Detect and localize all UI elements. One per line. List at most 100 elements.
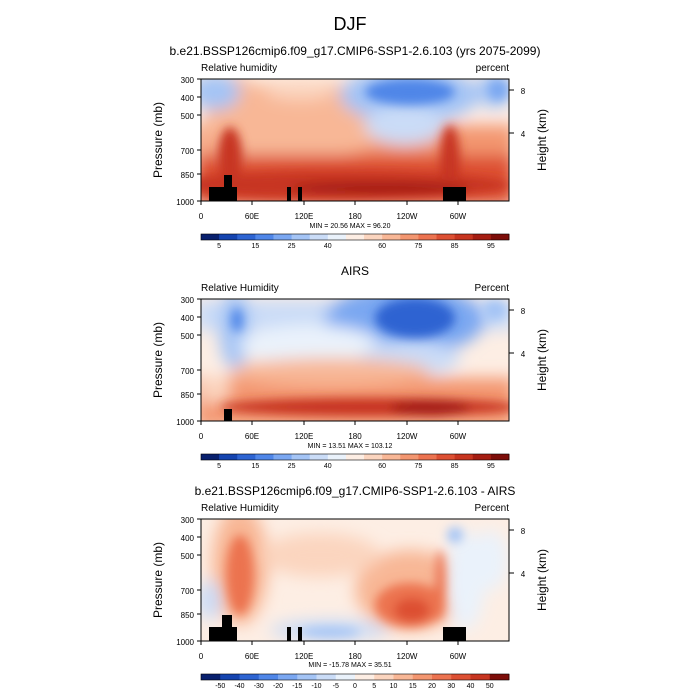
colorbar-swatch [374,674,394,680]
colorbar-swatch [327,234,347,240]
colorbar-label: 95 [487,463,495,470]
colorbar-label: 60 [378,243,386,250]
colorbar-label: 5 [217,243,221,250]
colorbar-swatch [472,234,492,240]
colorbar-swatch [291,234,311,240]
right-tick-label: 8 [521,87,526,96]
x-tick-label: 120E [295,212,314,221]
panel-title: AIRS [341,264,369,278]
units-label: percent [476,63,510,74]
x-tick-label: 60E [245,652,259,661]
colorbar-swatch [201,234,220,240]
colorbar-label: 50 [486,683,494,690]
x-axis: 0 60E 120E 180 120W 60W [199,421,467,441]
colorbar-swatch [451,674,471,680]
y-tick-label: 850 [181,171,195,180]
colorbar-label: -50 [215,683,225,690]
colorbar-swatch [490,234,510,240]
panel-airs: AIRS Relative Humidity Percent [151,264,549,470]
colorbar-label: 15 [409,683,417,690]
colorbar-swatch [255,234,274,240]
y-axis-left: 300 400 500 700 850 1000 Pressure (mb) [151,76,201,207]
topography-mask [209,615,466,641]
y-tick-label: 500 [181,552,195,561]
units-label: Percent [475,503,510,514]
colorbar-label: 40 [467,683,475,690]
colorbar-swatch [201,454,220,460]
colorbar-swatch [309,234,329,240]
colorbar-frame [200,453,510,461]
panel-title: b.e21.BSSP126cmip6.f09_g17.CMIP6-SSP1-2.… [170,44,541,58]
colorbar-swatch [273,234,292,240]
figure-title: DJF [334,14,367,34]
y-tick-label: 500 [181,112,195,121]
colorbar-swatch [412,674,433,680]
y-axis-right: 8 4 Height (km) [509,527,549,611]
x-axis: 0 60E 120E 180 120W 60W [199,201,467,221]
topography-mask [224,409,232,421]
y-axis-label: Pressure (mb) [151,322,165,398]
colorbar-swatch [219,234,238,240]
right-axis-label: Height (km) [535,329,549,391]
right-axis-label: Height (km) [535,549,549,611]
colorbar-swatch [436,454,456,460]
x-tick-label: 0 [199,652,204,661]
x-tick-label: 60W [450,432,467,441]
colorbar-label: 15 [251,463,259,470]
variable-label: Relative Humidity [201,283,279,294]
colorbar-label: 10 [390,683,398,690]
panel-difference: b.e21.BSSP126cmip6.f09_g17.CMIP6-SSP1-2.… [151,484,549,690]
y-axis-right: 8 4 Height (km) [509,87,549,171]
colorbar: 5 15 25 40 60 75 85 95 [200,453,510,470]
x-tick-label: 120W [397,212,418,221]
right-tick-label: 4 [521,570,526,579]
colorbar-swatch [345,454,365,460]
colorbar-label: 40 [324,463,332,470]
colorbar-swatch [400,234,419,240]
colorbar-swatch [382,454,401,460]
x-tick-label: 60E [245,212,259,221]
contour-field [201,299,509,421]
units-label: Percent [475,283,510,294]
colorbar-swatch [355,674,375,680]
colorbar: 5 15 25 40 60 75 85 95 [200,233,510,250]
y-axis-label: Pressure (mb) [151,542,165,618]
y-axis-left: 300 400 500 700 850 1000 Pressure (mb) [151,516,201,647]
colorbar-swatch [418,454,437,460]
colorbar-swatch [297,674,317,680]
min-max-stats: MIN = -15.78 MAX = 35.51 [308,662,391,669]
colorbar-swatch [418,234,437,240]
colorbar-swatch [364,234,383,240]
y-tick-label: 300 [181,296,195,305]
colorbar-swatch [489,674,510,680]
y-tick-label: 300 [181,516,195,525]
y-tick-label: 500 [181,332,195,341]
colorbar-swatch [382,234,401,240]
x-axis: 0 60E 120E 180 120W 60W [199,641,467,661]
colorbar-swatch [400,454,419,460]
colorbar-label: 30 [447,683,455,690]
colorbar-swatch [239,674,260,680]
x-tick-label: 120E [295,652,314,661]
variable-label: Relative humidity [201,63,277,74]
colorbar-swatch [273,454,292,460]
colorbar-label: -20 [273,683,283,690]
y-tick-label: 400 [181,314,195,323]
y-axis-right: 8 4 Height (km) [509,307,549,391]
y-tick-label: 1000 [176,198,194,207]
panel-model: b.e21.BSSP126cmip6.f09_g17.CMIP6-SSP1-2.… [151,44,549,250]
colorbar-swatch [490,454,510,460]
colorbar-label: -5 [333,683,339,690]
right-tick-label: 8 [521,307,526,316]
y-tick-label: 700 [181,367,195,376]
panel-title: b.e21.BSSP126cmip6.f09_g17.CMIP6-SSP1-2.… [195,484,516,498]
colorbar-swatch [316,674,337,680]
colorbar-swatch [432,674,452,680]
colorbar-label: -15 [292,683,302,690]
x-tick-label: 180 [348,212,362,221]
colorbar: -50 -40 -30 -20 -15 -10 -5 0 5 10 15 20 30 40 50 [200,673,510,690]
min-max-stats: MIN = 20.56 MAX = 96.20 [310,223,391,230]
x-tick-label: 120W [397,652,418,661]
colorbar-swatch [237,454,256,460]
colorbar-swatch [454,234,474,240]
